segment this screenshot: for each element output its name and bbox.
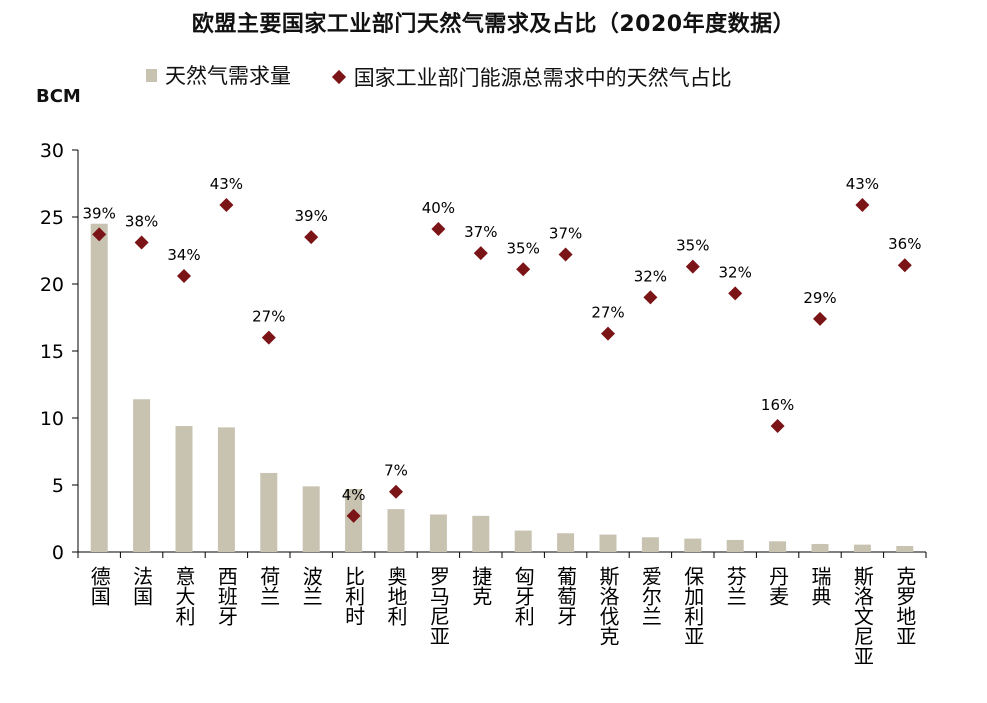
share-marker [685,259,700,274]
share-data-label: 32% [634,267,667,285]
legend-bar-swatch [146,68,157,82]
y-tick-label: 15 [40,341,64,363]
x-category-label: 比利时 [342,566,366,626]
share-marker [431,222,446,237]
share-data-label: 7% [384,462,408,480]
x-category-label: 波兰 [299,566,323,606]
share-marker [261,330,276,345]
bar [133,399,151,552]
bar [472,515,490,552]
share-marker [897,258,912,273]
x-category-label: 保加利亚 [681,566,705,646]
share-marker [177,268,191,283]
share-data-label: 38% [125,212,158,230]
share-marker [346,508,361,523]
share-marker [304,230,319,245]
share-data-label: 27% [252,308,285,326]
share-marker [855,197,870,212]
share-marker [643,290,658,305]
bar [641,537,659,552]
x-category-label: 捷克 [469,566,493,606]
x-category-label: 爱尔兰 [638,566,662,626]
share-data-label: 34% [167,246,200,264]
bar [302,486,320,552]
x-category-label: 瑞典 [808,566,832,606]
x-category-label: 奥地利 [384,566,408,626]
x-category-label: 德国 [87,566,111,606]
share-data-label: 27% [591,304,624,322]
bar [811,543,829,552]
share-marker [516,262,531,277]
share-marker [558,247,573,262]
share-data-label: 37% [464,223,497,241]
x-category-label: 葡萄牙 [554,566,578,626]
y-tick-label: 0 [52,542,64,564]
legend-item-share: 国家工业部门能源总需求中的天然气占比 [331,62,732,92]
share-data-label: 40% [422,199,455,217]
share-data-label: 29% [803,289,836,307]
share-marker [728,286,743,301]
bar [557,533,575,552]
x-category-label: 意大利 [172,566,196,626]
share-marker [219,197,234,212]
share-marker [473,246,488,261]
bar [429,514,447,552]
share-data-label: 39% [83,204,116,222]
y-tick-label: 10 [40,408,64,430]
bar [90,223,108,552]
share-data-label: 32% [719,263,752,281]
bar [175,426,193,552]
x-category-label: 芬兰 [723,566,747,606]
bar [769,541,787,552]
share-marker [134,235,149,250]
y-tick-label: 25 [40,207,64,229]
x-category-label: 丹麦 [766,566,790,606]
share-data-label: 36% [888,235,921,253]
x-category-label: 斯洛文尼亚 [850,566,874,666]
bar [726,539,744,552]
share-data-label: 37% [549,225,582,243]
x-category-label: 法国 [130,566,154,606]
share-data-label: 43% [846,175,879,193]
bar [896,545,914,552]
share-data-label: 35% [676,237,709,255]
bar [684,538,702,552]
legend: 天然气需求量 国家工业部门能源总需求中的天然气占比 [146,60,768,92]
x-category-label: 斯洛伐克 [596,566,620,646]
x-category-label: 西班牙 [214,566,238,626]
share-marker [601,326,615,341]
bar [387,509,405,552]
share-data-label: 35% [507,239,540,257]
x-category-label: 罗马尼亚 [426,566,450,646]
share-marker [813,311,827,326]
share-data-label: 4% [342,486,366,504]
y-tick-label: 20 [40,274,64,296]
chart-title: 欧盟主要国家工业部门天然气需求及占比（2020年度数据） [191,12,796,37]
legend-label-demand: 天然气需求量 [165,64,291,88]
x-category-label: 荷兰 [257,566,281,606]
share-marker [389,484,403,499]
share-marker [770,419,785,434]
y-axis-unit-label: BCM [36,86,81,107]
bar [260,472,278,552]
bar [853,544,871,552]
y-tick-label: 5 [52,475,64,497]
share-marker [92,227,107,242]
legend-item-demand: 天然气需求量 [146,60,291,90]
bar [514,530,532,552]
x-category-label: 匈牙利 [511,566,535,626]
legend-label-share: 国家工业部门能源总需求中的天然气占比 [353,65,732,90]
x-category-label: 克罗地亚 [893,566,917,646]
y-tick-label: 30 [40,140,64,162]
share-data-label: 16% [761,396,794,414]
bar [599,534,617,552]
share-data-label: 43% [210,175,243,193]
bar [217,427,235,552]
share-data-label: 39% [295,207,328,225]
